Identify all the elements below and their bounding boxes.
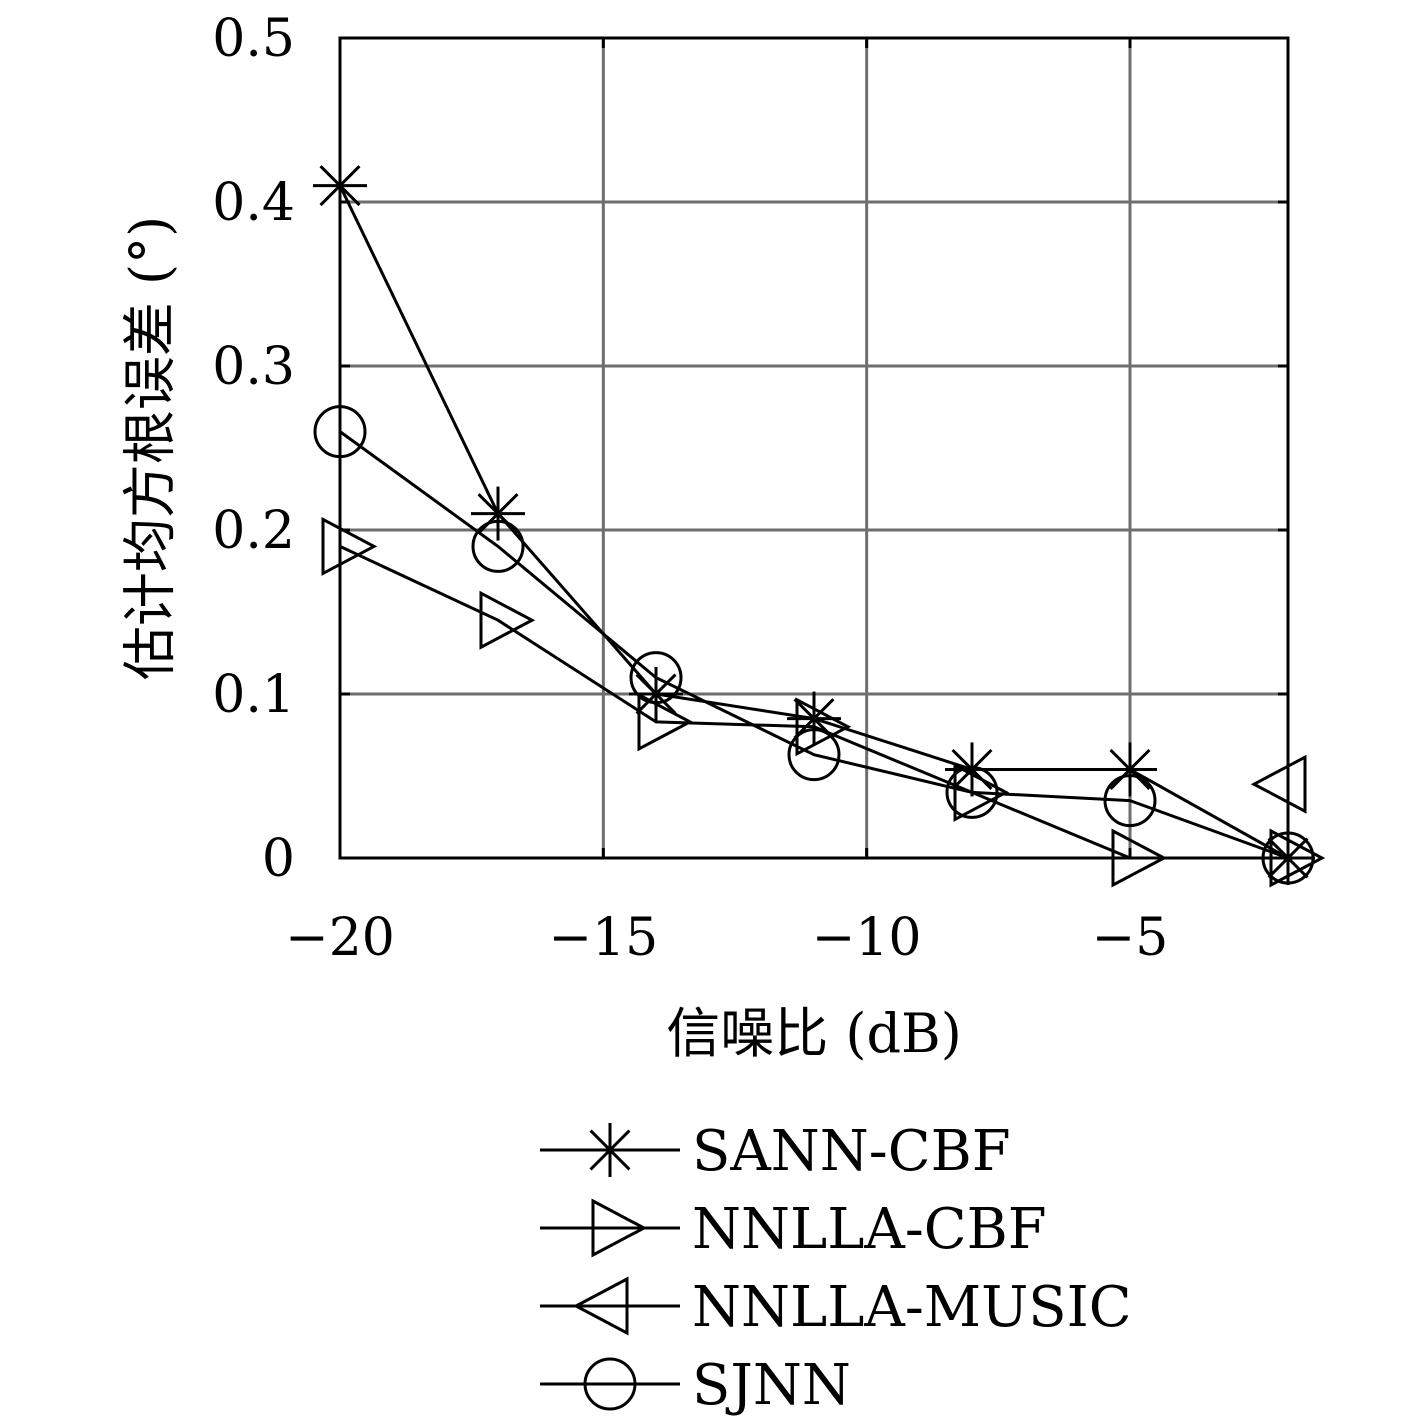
data-point-sjnn	[471, 519, 525, 573]
y-tick-label: 0.5	[212, 9, 295, 69]
y-tick-label: 0.3	[212, 337, 295, 397]
data-point-sjnn	[629, 651, 683, 705]
legend-label: NNLLA-MUSIC	[692, 1275, 1132, 1340]
y-tick-label: 0.2	[212, 501, 295, 561]
data-point-sann-cbf	[313, 158, 367, 213]
data-point-sjnn	[1261, 831, 1315, 885]
data-point-nnlla-cbf	[795, 697, 852, 757]
legend-marker	[583, 1123, 637, 1177]
legend-label: SANN-CBF	[692, 1119, 1011, 1184]
data-point-nnlla-cbf	[637, 692, 694, 752]
data-point-nnlla-cbf	[1269, 828, 1326, 888]
series	[313, 158, 1326, 888]
series-sjnn	[313, 405, 1315, 885]
legend-item: SANN-CBF	[540, 1119, 1011, 1184]
plot-area	[338, 36, 1290, 860]
legend-item: NNLLA-MUSIC	[540, 1275, 1132, 1340]
data-point-sjnn	[945, 765, 999, 819]
x-tick-label: −20	[285, 908, 395, 968]
y-tick-label: 0.4	[212, 173, 295, 233]
y-tick-label: 0.1	[212, 665, 295, 725]
legend-marker	[583, 1357, 637, 1411]
series-nnlla-music	[1250, 754, 1307, 814]
data-point-nnlla-cbf	[479, 590, 536, 650]
legend-marker	[572, 1276, 629, 1336]
x-tick-label: −10	[812, 908, 922, 968]
y-tick-label: 0	[262, 829, 295, 889]
series-line-sann-cbf	[338, 184, 1289, 860]
y-axis-label: 估计均方根误差 (°)	[119, 216, 182, 680]
legend: SANN-CBF NNLLA-CBF NNLLA-MUSIC SJNN	[540, 1119, 1132, 1418]
legend-label: SJNN	[692, 1353, 851, 1418]
data-point-sjnn	[1103, 774, 1157, 828]
data-point-nnlla-music	[1250, 754, 1307, 814]
data-point-sjnn	[313, 405, 367, 459]
series-line-nnlla-cbf	[339, 545, 1288, 860]
legend-item: SJNN	[540, 1353, 851, 1418]
legend-marker	[591, 1198, 648, 1258]
series-line-sjnn	[339, 430, 1289, 860]
ticks: −20 −15 −10 −5 0 0.1 0.2 0.3 0.4 0.5	[212, 9, 1288, 968]
x-tick-label: −15	[548, 908, 658, 968]
legend-item: NNLLA-CBF	[540, 1197, 1047, 1262]
x-tick-label: −5	[1092, 908, 1169, 968]
data-point-nnlla-cbf	[321, 516, 378, 576]
data-point-nnlla-cbf	[953, 762, 1010, 822]
series-nnlla-cbf	[321, 516, 1326, 888]
data-point-nnlla-cbf	[1111, 828, 1168, 888]
data-point-sann-cbf	[1103, 742, 1157, 797]
x-axis-label: 信噪比 (dB)	[666, 1002, 962, 1065]
data-point-sjnn	[787, 728, 841, 782]
legend-label: NNLLA-CBF	[692, 1197, 1047, 1262]
